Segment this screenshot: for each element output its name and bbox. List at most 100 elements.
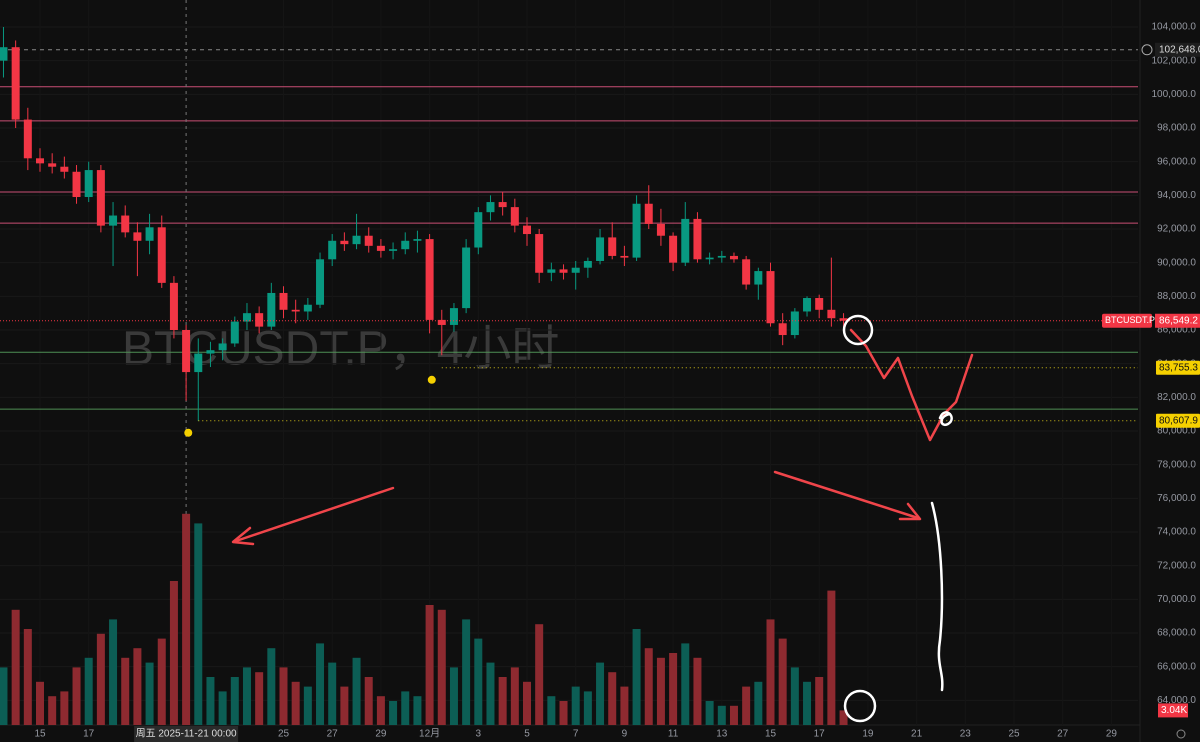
volume-bar bbox=[656, 657, 665, 725]
crosshair-label-bg bbox=[134, 726, 239, 742]
last-price-label: 86,549.2 bbox=[1159, 315, 1198, 326]
candle-body bbox=[242, 313, 251, 322]
candle-body bbox=[669, 235, 678, 263]
volume-bar bbox=[766, 619, 775, 725]
candle-body bbox=[462, 247, 471, 309]
candle-body bbox=[437, 319, 446, 325]
high-label: 102,648.0 bbox=[1159, 44, 1200, 55]
volume-bar bbox=[109, 619, 118, 725]
candle-body bbox=[328, 240, 337, 260]
volume-bar bbox=[815, 677, 824, 725]
volume-bar bbox=[84, 657, 93, 725]
volume-bar bbox=[620, 686, 629, 725]
y-tick-label: 78,000.0 bbox=[1157, 459, 1196, 470]
volume-bar bbox=[133, 648, 142, 725]
volume-bar bbox=[11, 609, 20, 725]
candle-body bbox=[182, 329, 191, 373]
candle-body bbox=[352, 235, 361, 245]
volume-bar bbox=[498, 677, 507, 725]
candle-body bbox=[36, 158, 44, 164]
volume-bar bbox=[242, 667, 251, 725]
drawn-arrow bbox=[234, 486, 395, 543]
candle-body bbox=[656, 223, 665, 236]
candle-body bbox=[0, 47, 8, 61]
volume-bar bbox=[839, 710, 848, 725]
mark-icon bbox=[184, 428, 193, 437]
volume-bar bbox=[60, 691, 69, 725]
candle-body bbox=[681, 218, 690, 263]
volume-bar bbox=[376, 696, 385, 725]
candle-body bbox=[316, 259, 325, 305]
candle-body bbox=[267, 292, 276, 327]
candle-body bbox=[620, 255, 629, 258]
volume-bar bbox=[328, 662, 337, 725]
volume-bar bbox=[206, 677, 215, 725]
y-tick-label: 70,000.0 bbox=[1157, 594, 1196, 605]
volume-bar bbox=[23, 629, 32, 725]
candle-body bbox=[754, 271, 763, 285]
drawn-arrow bbox=[773, 470, 920, 520]
volume-bar bbox=[632, 629, 641, 725]
volume-bar bbox=[425, 605, 434, 725]
drawn-loop bbox=[938, 411, 953, 427]
volume-bar bbox=[669, 653, 678, 725]
candle-body bbox=[790, 311, 799, 336]
volume-bar bbox=[803, 681, 812, 725]
volume-bar bbox=[608, 672, 617, 725]
candle-body bbox=[583, 260, 592, 268]
y-tick-label: 80,000.0 bbox=[1157, 426, 1196, 437]
volume-bar bbox=[36, 681, 44, 725]
volume-bar bbox=[583, 691, 592, 725]
volume-bar bbox=[218, 691, 227, 725]
volume-bar bbox=[352, 657, 361, 725]
candle-body bbox=[169, 282, 178, 330]
volume-bar bbox=[644, 648, 653, 725]
volume-bar bbox=[0, 667, 8, 725]
x-tick-label: 15 bbox=[765, 729, 777, 740]
x-tick-label: 25 bbox=[1008, 729, 1020, 740]
candle-body bbox=[571, 267, 580, 273]
x-tick-label: 3 bbox=[476, 729, 482, 740]
x-tick-label: 21 bbox=[911, 729, 923, 740]
x-tick-label: 27 bbox=[1057, 729, 1069, 740]
price-label-bg bbox=[1155, 42, 1200, 57]
mark-label-bg bbox=[1156, 413, 1200, 428]
x-tick-label: 19 bbox=[862, 729, 874, 740]
y-tick-label: 104,000.0 bbox=[1152, 22, 1197, 33]
y-tick-label: 74,000.0 bbox=[1157, 527, 1196, 538]
x-tick-label: 29 bbox=[1106, 729, 1118, 740]
candle-body bbox=[766, 271, 775, 324]
y-tick-label: 100,000.0 bbox=[1152, 89, 1197, 100]
candle-body bbox=[401, 240, 410, 250]
candle-body bbox=[693, 218, 702, 260]
volume-bar bbox=[267, 648, 276, 725]
candle-body bbox=[449, 308, 458, 325]
volume-bar bbox=[486, 662, 495, 725]
candle-body bbox=[498, 202, 507, 208]
y-tick-label: 96,000.0 bbox=[1157, 156, 1196, 167]
mark-label: 83,755.3 bbox=[1159, 362, 1198, 373]
volume-bar bbox=[157, 638, 166, 725]
volume-bar bbox=[230, 677, 239, 725]
y-tick-label: 94,000.0 bbox=[1157, 190, 1196, 201]
y-tick-label: 64,000.0 bbox=[1157, 695, 1196, 706]
candle-body bbox=[742, 259, 751, 285]
y-tick-label: 98,000.0 bbox=[1157, 123, 1196, 134]
candle-body bbox=[11, 47, 20, 120]
volume-bar bbox=[182, 513, 191, 725]
candle-body bbox=[23, 119, 32, 159]
volume-bar bbox=[547, 696, 556, 725]
annotations bbox=[231, 314, 974, 723]
volume-bar bbox=[145, 662, 154, 725]
volume-bar bbox=[705, 701, 714, 725]
x-tick-label: 11 bbox=[668, 729, 679, 740]
volume-bar bbox=[437, 609, 446, 725]
y-tick-label: 86,000.0 bbox=[1157, 325, 1196, 336]
x-tick-label: 17 bbox=[83, 729, 95, 740]
volume-bar bbox=[474, 638, 483, 725]
candle-body bbox=[121, 215, 130, 233]
volume-bar bbox=[535, 624, 544, 725]
